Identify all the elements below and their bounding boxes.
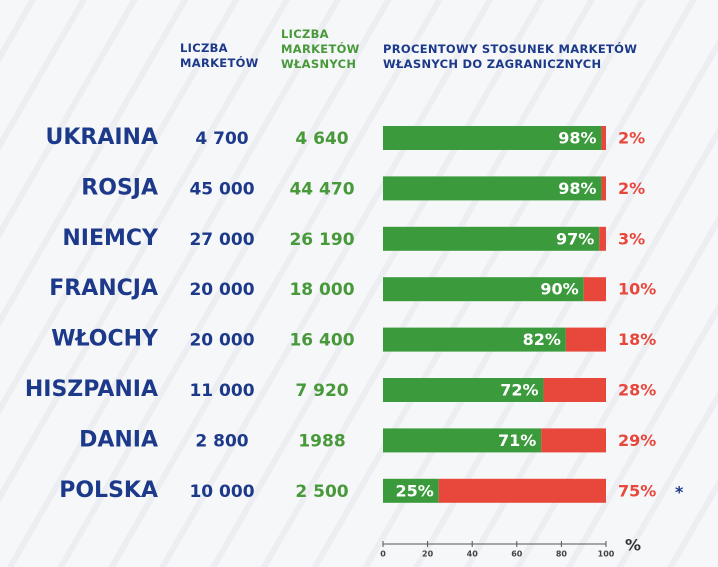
count-value: 45 000 [189, 179, 254, 199]
count-value: 7 920 [295, 381, 348, 401]
count-value: 4 640 [295, 129, 348, 149]
bar-header: PROCENTOWY STOSUNEK MARKETÓW WŁASNYCH DO… [383, 42, 638, 71]
country-label: DANIA [79, 427, 158, 452]
country-label: POLSKA [59, 478, 158, 503]
country-label: UKRAINA [45, 125, 158, 150]
count-value: 20 000 [189, 331, 254, 351]
country-label: NIEMCY [62, 226, 159, 251]
bar-segment [383, 378, 544, 402]
x-tick-label: 40 [467, 550, 479, 559]
bar-segment [383, 126, 602, 150]
country-label: ROSJA [81, 175, 158, 200]
count-value: 11 000 [189, 381, 254, 401]
bar-value-label: 90% [540, 280, 578, 299]
count-value: 16 400 [289, 331, 354, 351]
bar-segment [565, 327, 606, 352]
country-label: WŁOCHY [51, 327, 159, 352]
x-tick-label: 0 [380, 550, 386, 559]
bar-segment [383, 176, 602, 201]
note-mark: * [675, 482, 684, 501]
bar-value-label: 82% [523, 330, 561, 349]
bar-value-label: 2% [618, 179, 645, 198]
bar-segment [543, 378, 606, 402]
count-value: 26 190 [289, 230, 354, 250]
bar-segment [583, 277, 606, 302]
count-value: 10 000 [189, 482, 254, 502]
bar-value-label: 98% [558, 129, 596, 148]
bar-value-label: 2% [618, 129, 645, 148]
count-value: 2 500 [295, 482, 348, 502]
bar-segment [383, 327, 566, 352]
bar-segment [601, 176, 606, 201]
bar-segment [541, 428, 606, 453]
bar-value-label: 29% [618, 431, 656, 450]
x-axis-label: % [625, 536, 641, 555]
bar-segment [438, 478, 606, 503]
column-header: LICZBA MARKETÓW WŁASNYCH [281, 27, 360, 71]
column-header: LICZBA MARKETÓW [180, 41, 259, 70]
bar-segment [383, 277, 584, 302]
bar-value-label: 10% [618, 280, 656, 299]
bar-value-label: 97% [556, 229, 594, 248]
count-value: 18 000 [289, 280, 354, 300]
x-tick-label: 20 [422, 550, 434, 559]
bar-value-label: 18% [618, 330, 656, 349]
count-value: 27 000 [189, 230, 254, 250]
count-value: 44 470 [289, 179, 354, 199]
count-value: 20 000 [189, 280, 254, 300]
x-tick-label: 100 [598, 550, 615, 559]
bar-value-label: 25% [395, 481, 433, 500]
bar-value-label: 72% [500, 381, 538, 400]
bar-value-label: 71% [498, 431, 536, 450]
bar-segment [599, 226, 606, 251]
bar-segment [383, 428, 542, 453]
bar-value-label: 3% [618, 229, 645, 248]
bar-value-label: 98% [558, 179, 596, 198]
bar-value-label: 28% [618, 381, 656, 400]
bar-segment [383, 478, 439, 503]
bar-segment [601, 126, 606, 150]
bar-value-label: 75% [618, 481, 656, 500]
bar-segment [383, 226, 600, 251]
country-label: HISZPANIA [25, 377, 158, 402]
country-label: FRANCJA [49, 276, 158, 301]
count-value: 4 700 [195, 129, 248, 149]
x-tick-label: 60 [511, 550, 523, 559]
x-tick-label: 80 [556, 550, 568, 559]
count-value: 1988 [298, 431, 345, 451]
count-value: 2 800 [195, 431, 248, 451]
